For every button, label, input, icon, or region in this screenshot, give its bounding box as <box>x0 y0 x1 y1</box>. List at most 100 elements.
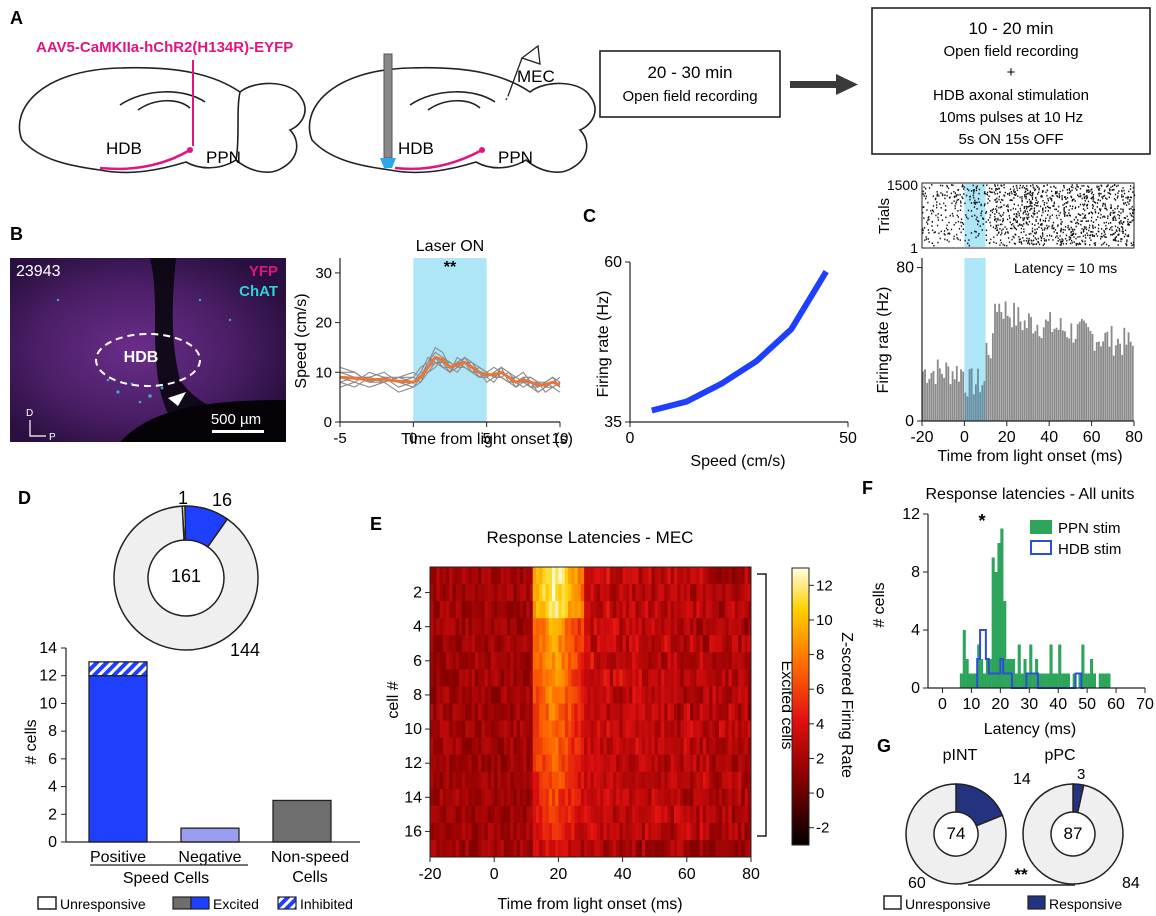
raster-spike <box>928 232 930 234</box>
raster-spike <box>967 209 970 212</box>
raster-spike <box>944 234 946 236</box>
raster-spike <box>1017 225 1019 227</box>
heatmap-cell <box>722 686 726 704</box>
heatmap-cell <box>558 567 563 585</box>
heatmap-cell <box>606 703 611 721</box>
raster-spike <box>1068 209 1070 211</box>
raster-spike <box>939 184 942 187</box>
orientation-axes-icon <box>29 420 46 437</box>
raster-spike <box>1075 237 1077 240</box>
heatmap-cell <box>734 601 739 619</box>
heatmap-cell <box>433 601 437 619</box>
panel-g: pINT pPC 74 87 14 60 3 84 ** Unresponsiv… <box>883 747 1140 912</box>
heatmap-cell <box>539 788 543 807</box>
psth-bar <box>960 369 962 421</box>
heatmap-cell <box>462 703 466 721</box>
heatmap-cell <box>584 839 588 858</box>
raster-spike <box>1064 196 1066 198</box>
psth-bar <box>979 392 982 421</box>
raster-spike <box>1092 205 1094 207</box>
raster-spike <box>1087 234 1089 237</box>
heatmap-cell <box>741 720 745 738</box>
raster-spike <box>990 238 992 241</box>
heatmap-cell <box>632 788 636 807</box>
heatmap-cell <box>731 669 736 687</box>
heatmap-cell <box>551 652 556 670</box>
heatmap-cell <box>731 567 736 585</box>
raster-spike <box>1035 205 1038 207</box>
raster-spike <box>1118 228 1121 230</box>
psth-bar <box>1108 346 1111 421</box>
heatmap-cell <box>449 754 453 773</box>
raster-spike <box>936 191 938 193</box>
raster-spike <box>1102 205 1104 207</box>
ring-center-count: 161 <box>171 566 201 586</box>
raster-spike <box>995 188 997 190</box>
psth-bar <box>943 377 946 421</box>
heatmap-cell <box>593 737 598 756</box>
raster-spike <box>941 184 944 187</box>
y-tick-label: 4 <box>911 622 920 639</box>
heatmap-cell <box>734 788 739 807</box>
heatmap-cell <box>587 652 591 670</box>
heatmap-cell <box>709 754 713 773</box>
heatmap-cell <box>629 567 633 585</box>
heatmap-cell <box>490 805 495 824</box>
heatmap-cell <box>648 754 652 773</box>
raster-spike <box>923 206 925 208</box>
raster-spike <box>1105 228 1107 230</box>
heatmap-cell <box>635 822 640 841</box>
heatmap-cell <box>465 771 469 790</box>
raster-spike <box>1027 240 1030 242</box>
ppn-bar <box>1058 644 1062 688</box>
heatmap-cell <box>609 567 614 585</box>
heatmap-cell <box>616 652 620 670</box>
heatmap-cell <box>497 635 502 653</box>
heatmap-cell <box>548 737 553 756</box>
heatmap-cell <box>494 839 498 858</box>
raster-spike <box>1010 224 1013 226</box>
heatmap-cell <box>667 839 672 858</box>
heatmap-cell <box>555 805 559 824</box>
raster-spike <box>927 223 929 225</box>
raster-spike <box>1078 195 1080 198</box>
raster-spike <box>1078 243 1080 246</box>
heatmap-cell <box>535 652 540 670</box>
heatmap-cell <box>545 618 550 636</box>
heatmap-cell <box>670 669 675 687</box>
heatmap-cell <box>539 771 543 790</box>
psth-bar <box>1030 317 1032 421</box>
heatmap-cell <box>478 788 482 807</box>
raster-spike <box>1099 199 1101 202</box>
psth-bar <box>968 369 971 421</box>
panel-label-b: B <box>10 224 23 244</box>
heatmap-cell <box>490 754 495 773</box>
heatmap-cell <box>519 720 524 738</box>
raster-spike <box>922 229 924 232</box>
raster-spike <box>1077 213 1080 215</box>
raster-spike <box>977 234 979 237</box>
raster-spike <box>1108 196 1110 199</box>
heatmap-cell <box>484 703 489 721</box>
heatmap-cell <box>539 822 543 841</box>
heatmap-cell <box>690 686 694 704</box>
heatmap-cell <box>487 584 492 602</box>
raster-spike <box>1060 227 1062 230</box>
heatmap-cell <box>532 601 537 619</box>
heatmap-cell <box>478 737 482 756</box>
psth-bar <box>994 303 996 421</box>
raster-spike <box>1031 192 1033 195</box>
heatmap-cell <box>545 771 550 790</box>
optic-fiber <box>383 53 393 159</box>
raster-spike <box>1081 197 1083 200</box>
heatmap-cell <box>568 720 572 738</box>
raster-spike <box>924 239 926 241</box>
raster-spike <box>1090 197 1092 199</box>
raster-spike <box>1123 192 1126 195</box>
raster-spike <box>974 203 976 205</box>
raster-spike <box>996 227 998 229</box>
raster-spike <box>1133 219 1135 221</box>
heatmap-cell <box>526 839 530 858</box>
heatmap-cell <box>677 686 681 704</box>
heatmap-cell <box>442 601 447 619</box>
